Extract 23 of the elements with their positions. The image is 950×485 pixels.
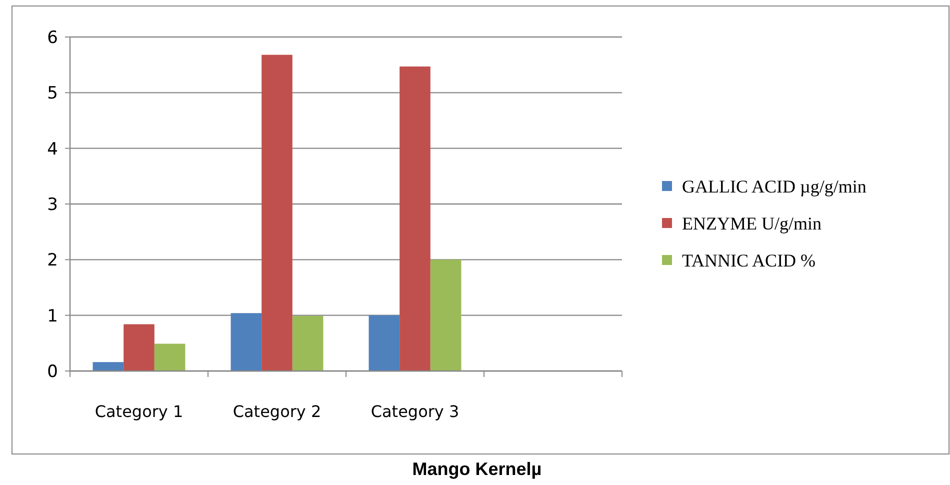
legend-label: TANNIC ACID % (682, 250, 816, 270)
legend-label: GALLIC ACID µg/g/min (682, 176, 866, 196)
x-tick-label: Category 3 (370, 402, 460, 421)
bar (368, 315, 400, 371)
bar (400, 66, 430, 371)
bar (230, 313, 262, 371)
bar (262, 54, 292, 371)
x-tick-label: Category 2 (232, 402, 322, 421)
text: Mango Kernelµ (412, 459, 542, 479)
y-tick-label: 1 (47, 306, 58, 326)
y-tick-label: 2 (47, 250, 58, 271)
x-tick-label: Category 1 (94, 402, 184, 421)
bar (430, 260, 462, 371)
y-tick-label: 5 (47, 84, 58, 104)
y-tick-label: 4 (47, 139, 58, 160)
y-tick-label: 3 (47, 194, 58, 215)
bar (154, 344, 186, 371)
bar (92, 362, 124, 371)
y-tick-label: 0 (47, 362, 58, 382)
legend-label: ENZYME U/g/min (682, 213, 822, 234)
bar (124, 324, 154, 371)
y-tick-label: 6 (47, 28, 58, 48)
bar (292, 316, 324, 371)
